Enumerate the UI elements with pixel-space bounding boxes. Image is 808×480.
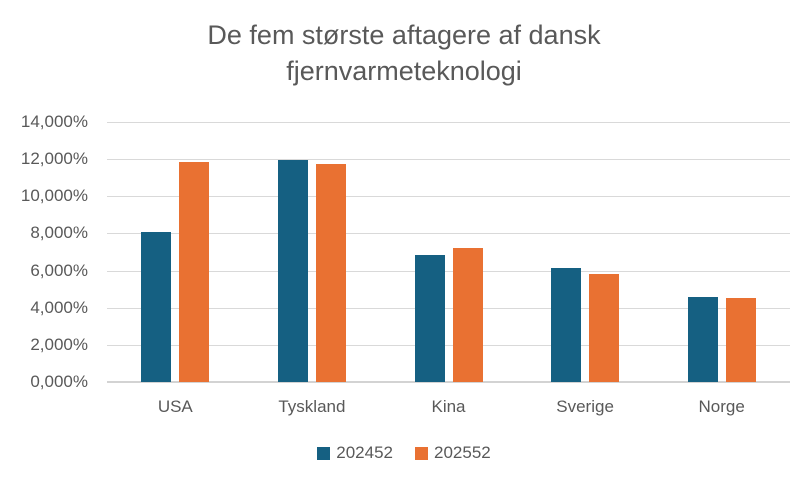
y-tick-label: 12,000% [20, 149, 88, 169]
bar-202452-kina[interactable] [414, 254, 445, 382]
legend-label: 202452 [336, 443, 393, 462]
bar-202552-sverige[interactable] [589, 274, 620, 382]
gridline [107, 159, 790, 161]
x-category-label-kina: Kina [431, 397, 466, 416]
x-category-label-norge: Norge [698, 397, 745, 416]
gridline [107, 122, 790, 123]
chart-title-line1: De fem største aftagere af dansk [207, 20, 601, 50]
legend-swatch-icon [317, 446, 331, 460]
y-tick-label: 6,000% [30, 260, 88, 280]
y-tick-label: 2,000% [30, 334, 88, 354]
chart-title: De fem største aftagere af dansk fjernva… [0, 17, 808, 89]
chart-title-line2: fjernvarmeteknologi [286, 56, 522, 86]
bar-202552-tyskland[interactable] [315, 163, 346, 382]
bar-202452-usa[interactable] [141, 231, 172, 382]
gridline [107, 307, 790, 309]
bar-202452-norge[interactable] [687, 296, 718, 382]
y-tick-label: 4,000% [30, 297, 88, 317]
legend-swatch-icon [415, 446, 428, 460]
legend: 202452 202552 [0, 443, 808, 463]
legend-item-202552[interactable]: 202552 [415, 443, 491, 463]
y-tick-label: 14,000% [20, 112, 88, 131]
bar-202552-kina[interactable] [452, 248, 483, 382]
x-axis-line [107, 381, 790, 383]
y-tick-label: 8,000% [30, 223, 88, 243]
x-category-label-sverige: Sverige [556, 397, 614, 416]
legend-label: 202552 [434, 443, 491, 462]
gridline [107, 196, 790, 198]
bar-202452-tyskland[interactable] [277, 160, 308, 382]
gridline [107, 270, 790, 272]
bar-202552-usa[interactable] [179, 161, 210, 382]
gridline [107, 344, 790, 346]
bar-202552-norge[interactable] [725, 298, 756, 382]
y-tick-label: 10,000% [20, 186, 88, 206]
x-category-label-usa: USA [157, 397, 193, 416]
x-category-label-tyskland: Tyskland [278, 397, 346, 416]
bar-202452-sverige[interactable] [551, 267, 582, 382]
legend-item-202452[interactable]: 202452 [317, 443, 393, 463]
gridline [107, 233, 790, 235]
y-tick-label: 0,000% [30, 372, 88, 391]
